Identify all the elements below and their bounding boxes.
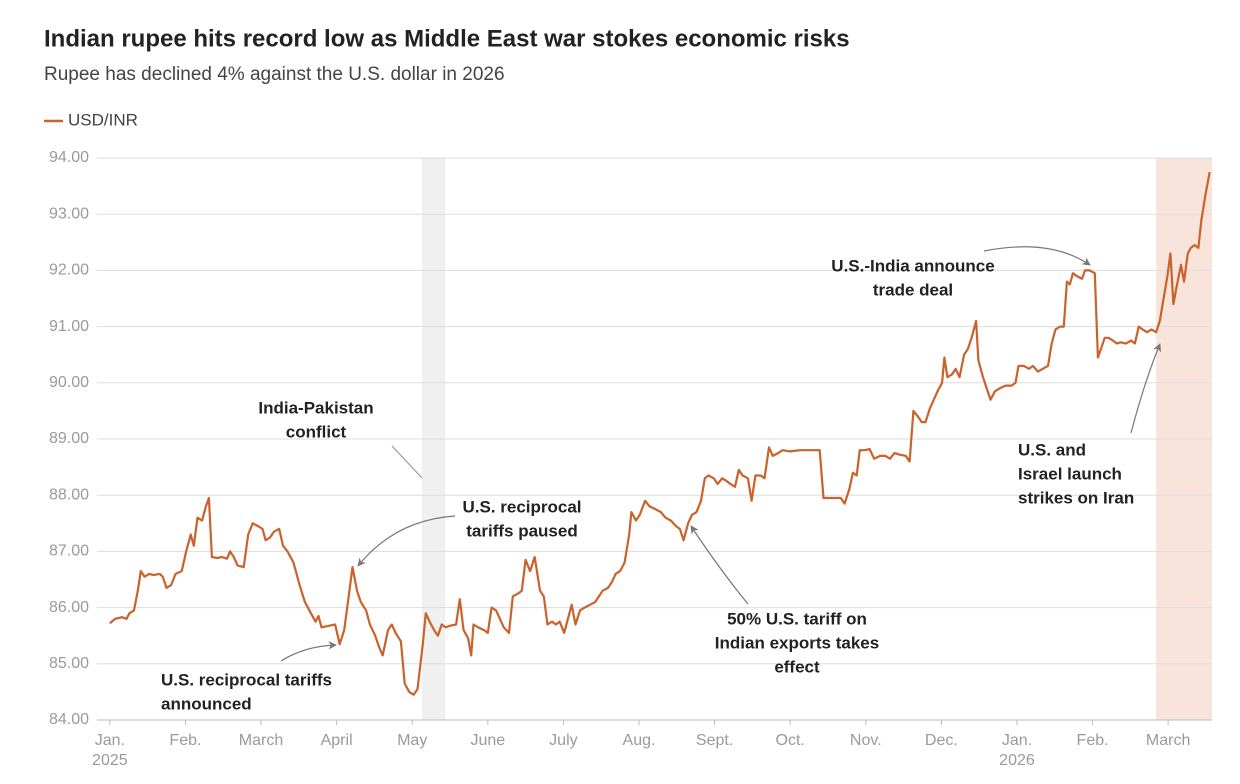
annotation: U.S. and [1018, 440, 1086, 459]
x-tick-label: May [397, 732, 427, 749]
x-tick-label: March [239, 732, 283, 749]
y-tick-label: 93.00 [49, 205, 89, 222]
y-tick-label: 91.00 [49, 318, 89, 335]
legend-label: USD/INR [68, 110, 138, 129]
annotation: tariffs paused [466, 521, 577, 540]
y-tick-label: 87.00 [49, 543, 89, 560]
arrow [1130, 343, 1161, 434]
x-tick-label: Aug. [623, 732, 656, 749]
x-tick-label: Feb. [1077, 732, 1109, 749]
annotation: strikes on Iran [1018, 488, 1134, 507]
y-tick-label: 94.00 [49, 149, 89, 166]
annotation: India-Pakistan [258, 398, 373, 417]
y-tick-label: 92.00 [49, 262, 89, 279]
x-tick-label: Feb. [169, 732, 201, 749]
x-tick-label: Oct. [776, 732, 805, 749]
arrow [983, 246, 1091, 266]
annotation: effect [774, 657, 820, 676]
background-layer [97, 157, 1212, 721]
chart-subtitle: Rupee has declined 4% against the U.S. d… [44, 64, 505, 85]
y-tick-label: 84.00 [49, 711, 89, 728]
series-line [109, 171, 1211, 696]
annotation: U.S.-India announce [831, 256, 994, 275]
annotation-arrows [280, 246, 1161, 662]
arrow [357, 515, 456, 567]
x-tick-label: Dec. [925, 732, 958, 749]
chart-title: Indian rupee hits record low as Middle E… [44, 25, 850, 52]
annotation: trade deal [873, 280, 953, 299]
x-tick-label: March [1146, 732, 1190, 749]
annotation: Indian exports takes [715, 633, 879, 652]
x-tick-label: April [321, 732, 353, 749]
x-tick-label: Nov. [850, 732, 882, 749]
y-tick-label: 88.00 [49, 486, 89, 503]
annotation: U.S. reciprocal tariffs [161, 670, 332, 689]
x-tick-label: Sept. [696, 732, 733, 749]
annotation: conflict [286, 422, 347, 441]
y-tick-label: 86.00 [49, 599, 89, 616]
y-tick-label: 90.00 [49, 374, 89, 391]
annotation: 50% U.S. tariff on [727, 609, 867, 628]
x-tick-label: Jan. [1002, 732, 1032, 749]
arrow [690, 525, 749, 605]
annotation: U.S. reciprocal [462, 497, 581, 516]
annotation: Israel launch [1018, 464, 1122, 483]
x-year-label: 2026 [999, 752, 1035, 769]
x-year-label: 2025 [92, 752, 128, 769]
x-tick-label: July [549, 732, 577, 749]
y-tick-label: 85.00 [49, 655, 89, 672]
y-tick-label: 89.00 [49, 430, 89, 447]
arrow [280, 641, 337, 662]
annotation: announced [161, 694, 252, 713]
x-tick-label: Jan. [95, 732, 125, 749]
leader-line [391, 445, 423, 479]
x-tick-label: June [470, 732, 505, 749]
